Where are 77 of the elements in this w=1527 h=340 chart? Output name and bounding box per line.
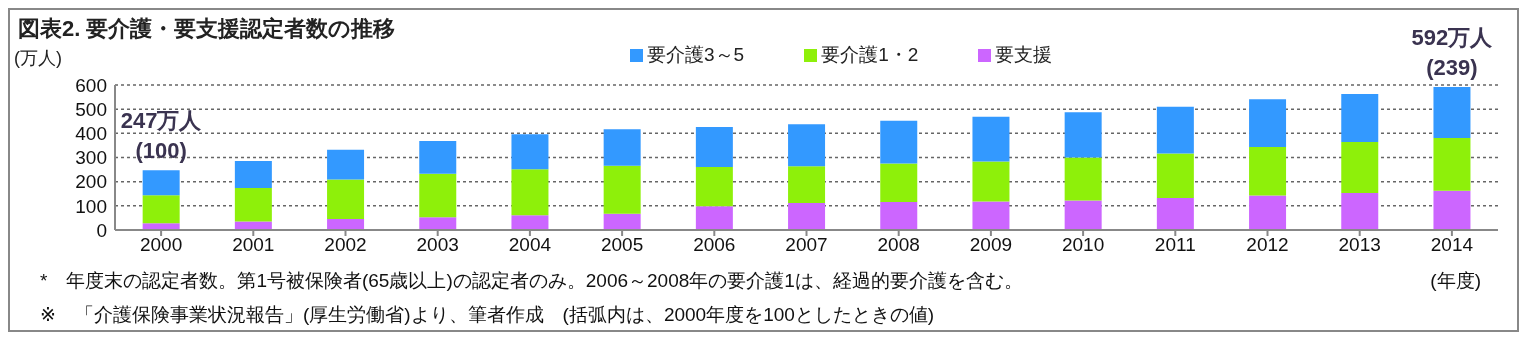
- x-tick-label: 2009: [969, 234, 1013, 256]
- bar: [1433, 190, 1471, 230]
- annotation: 592万人: [1411, 24, 1494, 50]
- bar: [603, 213, 641, 230]
- x-tick-label: 2006: [693, 234, 736, 256]
- x-tick-label: 2001: [232, 234, 275, 256]
- bar: [234, 187, 272, 222]
- bar: [1064, 112, 1102, 158]
- bar: [511, 169, 549, 216]
- bar: [972, 161, 1010, 202]
- bar: [1249, 99, 1287, 148]
- bar: [1064, 200, 1102, 230]
- text: ※ 「介護保険事業状況報告」(厚生労働省)より、筆者作成 (括弧内は、2000年度を100としたときの値): [40, 303, 936, 327]
- y-tick-label: 600: [75, 74, 107, 96]
- chart-title: 図表2. 要介護・要支援認定者数の推移: [18, 15, 396, 43]
- y-axis-title: (万人): [14, 47, 62, 70]
- bar: [1249, 147, 1287, 196]
- legend-label: 要介護3～5: [647, 43, 745, 67]
- bar: [880, 163, 918, 202]
- x-tick-label: 2007: [785, 234, 828, 256]
- bar: [603, 129, 641, 166]
- bar: [1433, 86, 1471, 138]
- x-tick-label: 2004: [508, 234, 552, 256]
- bar: [327, 218, 365, 230]
- y-tick-label: 100: [75, 195, 107, 217]
- legend-label: 要介護1・2: [821, 43, 919, 67]
- legend-label: 要支援: [995, 43, 1053, 67]
- x-tick-label: 2010: [1061, 234, 1105, 256]
- bar: [511, 215, 549, 230]
- bar: [695, 127, 733, 167]
- x-tick-label: 2012: [1246, 234, 1289, 256]
- annotation: (100): [135, 138, 187, 164]
- bar: [1156, 198, 1194, 230]
- bar: [327, 179, 365, 219]
- bar: [695, 206, 733, 230]
- x-tick-label: 2008: [877, 234, 920, 256]
- bar: [880, 120, 918, 164]
- x-tick-label: 2002: [324, 234, 367, 256]
- bar: [142, 170, 180, 196]
- bar: [234, 160, 272, 188]
- bar: [972, 201, 1010, 230]
- bar: [695, 166, 733, 207]
- bar: [1064, 157, 1102, 201]
- bar: [327, 149, 365, 180]
- y-tick-label: 500: [75, 98, 107, 120]
- bar: [788, 202, 826, 230]
- bar: [419, 173, 457, 218]
- x-tick-label: 2014: [1430, 234, 1474, 256]
- bar: [1341, 93, 1379, 143]
- x-axis-title: (年度): [1430, 269, 1481, 293]
- bar: [1433, 137, 1471, 191]
- bar: [511, 134, 549, 170]
- y-tick-label: 400: [75, 123, 107, 145]
- bar: [1341, 193, 1379, 230]
- y-tick-label: 0: [96, 219, 107, 241]
- bar: [972, 116, 1010, 162]
- bar: [788, 124, 826, 167]
- x-tick-label: 2003: [416, 234, 459, 256]
- bar: [788, 166, 826, 203]
- x-tick-label: 2005: [600, 234, 644, 256]
- text: * 年度末の認定者数。第1号被保険者(65歳以上)の認定者のみ。2006～2008年の要介護1は、経過的要介護を含む。: [40, 269, 1023, 293]
- y-tick-label: 200: [75, 171, 107, 193]
- bar: [142, 195, 180, 224]
- bar: [1249, 195, 1287, 230]
- x-tick-label: 2011: [1154, 234, 1196, 256]
- bar: [419, 141, 457, 174]
- bar: [603, 165, 641, 214]
- y-tick-label: 300: [75, 147, 107, 169]
- annotation: (239): [1426, 54, 1478, 80]
- bar: [1156, 106, 1194, 154]
- bar: [1156, 153, 1194, 199]
- bar: [880, 201, 918, 230]
- x-tick-label: 2000: [139, 234, 183, 256]
- bar: [419, 217, 457, 230]
- x-tick-label: 2013: [1338, 234, 1381, 256]
- bar: [1341, 142, 1379, 194]
- annotation: 247万人: [120, 108, 203, 134]
